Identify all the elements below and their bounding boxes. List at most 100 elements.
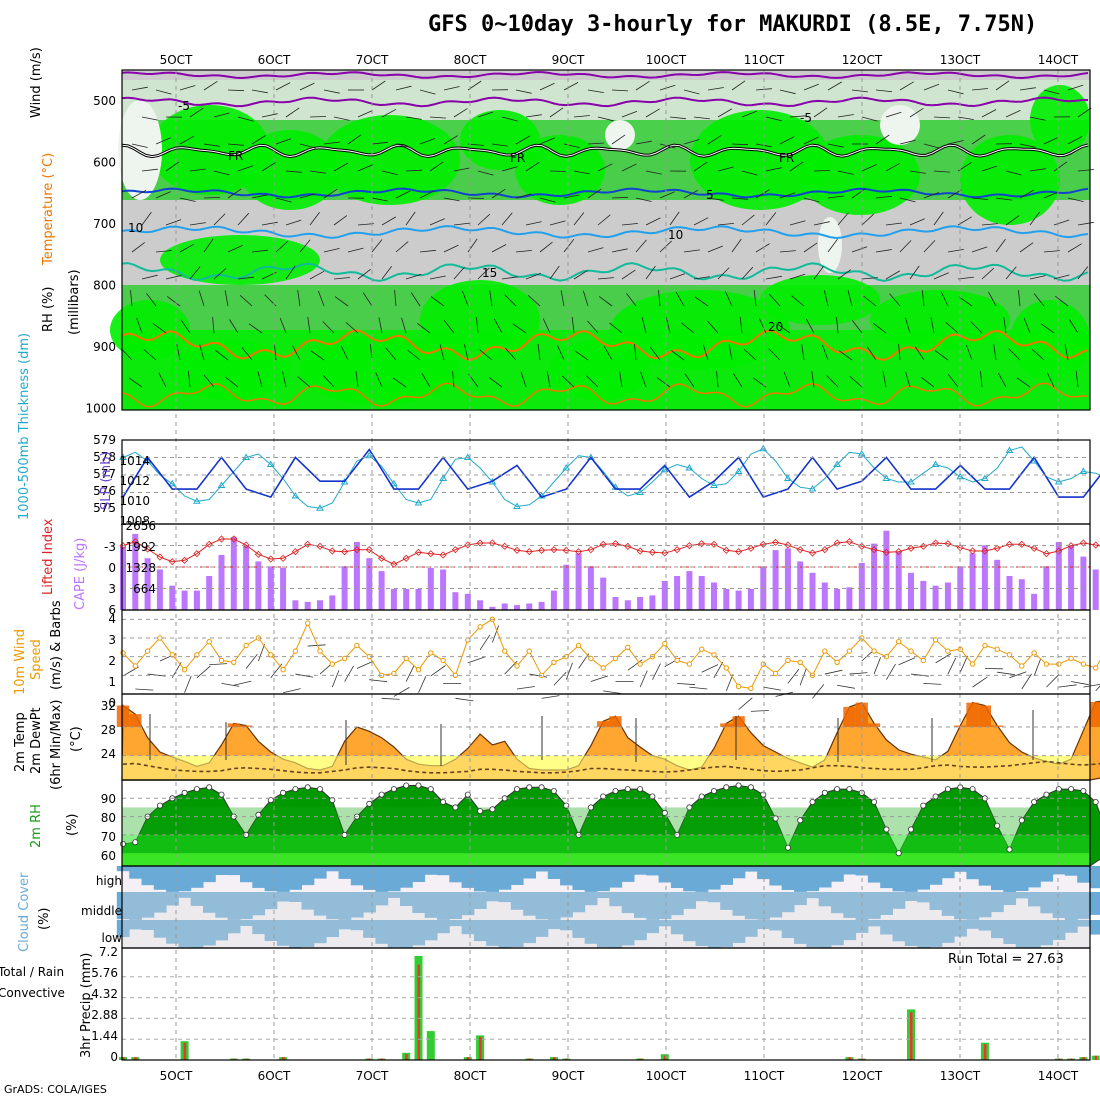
thickness-point [192, 497, 201, 504]
cloud-bar [486, 866, 499, 892]
cloud-bar [794, 892, 807, 906]
cape-bar [230, 537, 237, 610]
wind-barb [702, 344, 709, 361]
wind-barb [333, 277, 350, 280]
wind-barb [505, 347, 517, 361]
wind-speed-point [329, 661, 335, 667]
cloud-bar [646, 920, 660, 934]
precip-conv-bar [417, 964, 420, 1060]
wind-barb-10m [282, 688, 301, 694]
wind-barb [899, 139, 916, 145]
wind-barb [947, 189, 962, 199]
lifted-index-label: Lifted Index [41, 518, 56, 595]
wind-barb [611, 248, 628, 253]
cloud-bar [190, 920, 204, 948]
wind-barb [811, 371, 815, 388]
wind-barb [847, 290, 853, 307]
rh2m-point [514, 786, 521, 793]
grads-credit: GrADS: COLA/IGES [4, 1083, 107, 1096]
wind-speed-point [428, 650, 434, 656]
cloud-bar [252, 892, 266, 916]
wind-barb [1055, 295, 1069, 307]
rh2m-point [1018, 817, 1025, 824]
cloud-bar [781, 866, 795, 890]
wind-barb [515, 193, 532, 199]
wind-barb [405, 274, 422, 280]
wind-barb [684, 373, 695, 388]
wind-barb [571, 317, 575, 334]
thickness-point [562, 464, 571, 471]
cloud-bar [387, 920, 401, 948]
wind-speed-point [526, 648, 532, 654]
rh2m-point [280, 789, 287, 796]
wind-barb [549, 220, 566, 226]
cloud-bar [400, 892, 413, 906]
cloud-bar [215, 920, 229, 941]
wind-barb [899, 81, 914, 91]
pressure-tick: 600 [93, 156, 116, 170]
wind-barb [693, 116, 710, 120]
wind-barb-10m [701, 664, 719, 673]
lifted-index-point [144, 545, 152, 553]
wind-barb [323, 141, 340, 145]
wind-speed-point [1056, 661, 1062, 667]
rh2m-point [526, 784, 533, 791]
cloud-bar [597, 866, 610, 892]
cloud-bar [535, 866, 549, 872]
precip-conv-bar [910, 1012, 913, 1060]
wind-barb [827, 143, 844, 148]
wind-barb [669, 116, 686, 120]
cloud-bar [473, 866, 487, 892]
cloud-bar [658, 920, 672, 927]
upper-ground [122, 410, 1090, 440]
lifted-index-tick: 0 [108, 561, 116, 575]
wind-barb [1019, 189, 1035, 199]
upper-millibars-label: (millibars) [67, 269, 82, 335]
wind-barb [717, 267, 730, 280]
thickness-tick: 576 [93, 484, 116, 498]
rh2m-point [747, 784, 754, 791]
wind-barb [563, 143, 580, 148]
cape-bar [550, 590, 557, 610]
slp-tick: 1012 [119, 474, 150, 488]
wind-barb [136, 317, 143, 334]
cape-bar [403, 589, 410, 610]
rh2m-point [784, 844, 791, 851]
wind-speed-point [1093, 665, 1099, 671]
cloud-bar [141, 892, 155, 918]
precip-conv-bar [663, 1055, 667, 1060]
contour-minus5 [121, 96, 1089, 108]
rh2m-point [1006, 846, 1013, 853]
wind-barb [430, 296, 445, 307]
wind-barb [1023, 317, 1031, 334]
cloud-bar [375, 920, 389, 944]
lifted-index-point [784, 541, 792, 549]
temp-hot-cap [978, 705, 991, 727]
rh2m-point [883, 826, 890, 833]
temp-hot-cap [129, 714, 142, 727]
wind-barb [1077, 169, 1094, 172]
wind-barb [909, 265, 920, 280]
wind-barb-10m [886, 663, 896, 680]
wind-barb [731, 143, 749, 146]
rh2m-point [612, 788, 619, 795]
cloud-bar [1077, 892, 1090, 919]
rh-blob [1030, 85, 1090, 155]
contour-freezing-inner [121, 144, 1089, 158]
cape-bar [440, 569, 447, 610]
wind-barb [203, 143, 220, 147]
temp-hot-cap [867, 723, 881, 727]
wind-barb [203, 80, 218, 91]
wind-barb [562, 375, 575, 388]
cloud-bar [510, 866, 524, 885]
cloud-bar [917, 920, 930, 948]
cloud-bar [498, 920, 512, 948]
wind-barb [609, 322, 623, 334]
wind-barb [362, 292, 373, 307]
wind-barb-10m [245, 654, 258, 669]
wind-barb [381, 170, 398, 175]
wind-barb [309, 211, 320, 226]
wind10-title: 10m Wind [13, 629, 28, 695]
wind-barb [573, 170, 590, 175]
wind-barb [429, 161, 444, 172]
